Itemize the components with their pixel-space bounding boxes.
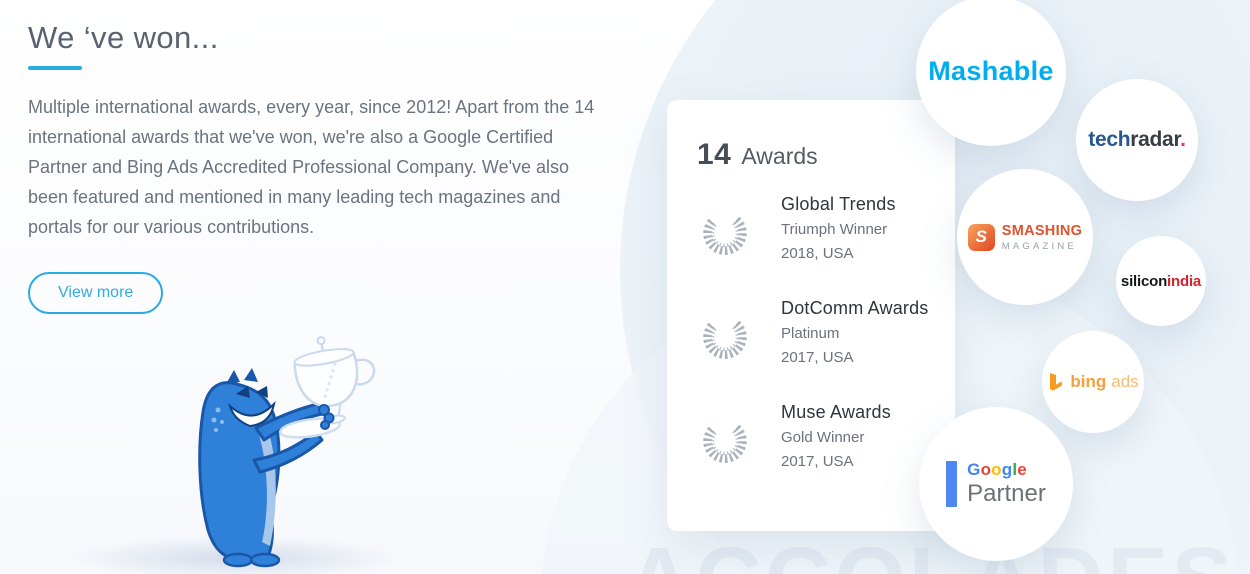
award-subtitle: Platinum xyxy=(781,325,840,342)
award-text-block: DotComm Awards Platinum 2017, USA xyxy=(781,298,929,366)
bing-text: bing xyxy=(1070,372,1107,391)
google-letter: G xyxy=(967,459,981,479)
google-partner-wordmark: Google Partner xyxy=(967,459,1046,507)
india-text: india xyxy=(1167,272,1202,290)
laurel-wreath-icon xyxy=(697,306,753,362)
award-title: Muse Awards xyxy=(781,402,891,422)
logo-circle-siliconindia[interactable]: siliconindia xyxy=(1116,236,1206,326)
title-underline xyxy=(28,66,82,70)
award-year-location: 2017, USA xyxy=(781,453,854,470)
award-list-item: Muse Awards Gold Winner 2017, USA xyxy=(697,402,929,470)
award-text-block: Muse Awards Gold Winner 2017, USA xyxy=(781,402,891,470)
award-list-item: DotComm Awards Platinum 2017, USA xyxy=(697,298,929,366)
awards-count: 14 xyxy=(697,138,732,171)
siliconindia-logo: siliconindia xyxy=(1121,273,1201,290)
mascot-with-trophy-illustration xyxy=(198,336,376,568)
google-logo-text: Google xyxy=(967,459,1046,480)
google-letter: g xyxy=(1001,459,1013,479)
laurel-wreath-icon xyxy=(697,410,753,466)
awards-card: 14 Awards Global Trends Triumph Winner 2… xyxy=(667,100,955,531)
view-more-button[interactable]: View more xyxy=(28,272,164,314)
bing-icon xyxy=(1050,373,1063,391)
google-letter: l xyxy=(1012,459,1018,479)
award-year-location: 2018, USA xyxy=(781,245,854,262)
techradar-logo: techradar. xyxy=(1088,128,1186,152)
award-title: DotComm Awards xyxy=(781,298,929,318)
award-text-block: Global Trends Triumph Winner 2018, USA xyxy=(781,194,896,262)
smashing-magazine-logo: S SMASHING MAGAZINE xyxy=(967,223,1083,252)
ads-text: ads xyxy=(1111,372,1139,391)
logo-circle-google-partner[interactable]: Google Partner xyxy=(919,407,1073,561)
accolades-watermark: ACCOLADES xyxy=(626,528,1236,574)
magazine-text: MAGAZINE xyxy=(1001,240,1077,252)
google-letter: o xyxy=(980,459,992,479)
partner-text: Partner xyxy=(967,479,1046,507)
silicon-text: silicon xyxy=(1120,272,1168,290)
google-partner-badge: Google Partner xyxy=(946,459,1046,508)
page-title: We ‘ve won... xyxy=(28,20,219,55)
awards-count-label: Awards xyxy=(741,143,818,169)
logo-circle-mashable[interactable]: Mashable xyxy=(916,0,1066,146)
award-title: Global Trends xyxy=(781,194,896,214)
logo-circle-smashing-magazine[interactable]: S SMASHING MAGAZINE xyxy=(957,169,1093,305)
intro-section: We ‘ve won... Multiple international awa… xyxy=(28,20,613,314)
techradar-logo-dot: . xyxy=(1180,128,1186,151)
techradar-logo-part1: tech xyxy=(1088,128,1131,151)
logo-circle-bing-ads[interactable]: bing ads xyxy=(1042,331,1144,433)
award-subtitle: Triumph Winner xyxy=(781,221,888,238)
google-letter: o xyxy=(991,459,1002,479)
award-list-item: Global Trends Triumph Winner 2018, USA xyxy=(697,194,929,262)
bing-ads-logo: bing ads xyxy=(1047,372,1139,392)
mashable-logo: Mashable xyxy=(928,55,1054,86)
google-letter: e xyxy=(1017,459,1027,479)
smashing-text: SMASHING xyxy=(1001,222,1083,239)
award-year-location: 2017, USA xyxy=(781,349,854,366)
logo-circle-techradar[interactable]: techradar. xyxy=(1076,79,1198,201)
smashing-magazine-wordmark: SMASHING MAGAZINE xyxy=(1002,223,1083,252)
awards-card-header: 14 Awards xyxy=(697,138,929,172)
smashing-magazine-icon: S xyxy=(967,223,995,251)
laurel-wreath-icon xyxy=(697,202,753,258)
google-partner-bar xyxy=(946,460,958,508)
intro-paragraph: Multiple international awards, every yea… xyxy=(28,97,595,237)
techradar-logo-part2: radar xyxy=(1130,128,1181,151)
award-subtitle: Gold Winner xyxy=(781,429,865,446)
